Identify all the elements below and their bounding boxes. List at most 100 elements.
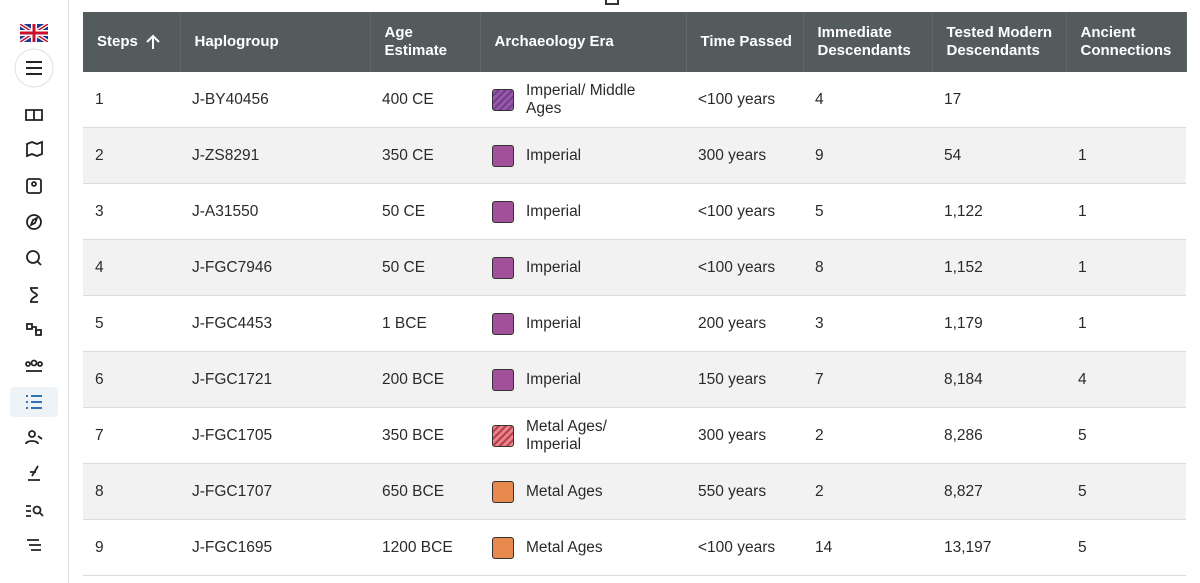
- cell-text: 1,122: [944, 202, 983, 220]
- table-cell: 8: [803, 239, 932, 296]
- table-cell: J-FGC1695: [180, 519, 370, 576]
- table-row: 6 J-FGC1721 200 BCE Imperial 150 years 7 8,184…: [83, 351, 1186, 408]
- cell-text: 7: [815, 370, 824, 388]
- cell-text: 50 CE: [382, 258, 426, 276]
- cell-text: 150 years: [698, 370, 767, 388]
- sort-arrow[interactable]: [144, 33, 162, 51]
- era-swatch: [492, 536, 514, 559]
- cell-text: 6: [95, 370, 104, 388]
- cell-text: <100 years: [698, 538, 776, 556]
- era-cell: Imperial: [492, 144, 678, 167]
- cell-text: 14: [815, 538, 833, 556]
- era-swatch: [492, 200, 514, 223]
- era-text: Imperial: [526, 146, 582, 164]
- era-swatch: [492, 256, 514, 279]
- table-cell: 3: [803, 295, 932, 352]
- cell-text: 8,286: [944, 426, 983, 444]
- table-cell: 1 BCE: [370, 295, 480, 352]
- cell-text: 4: [95, 258, 104, 276]
- cell-text: 1: [95, 90, 104, 108]
- flag-icon[interactable]: [20, 24, 48, 42]
- column-header[interactable]: Steps: [83, 12, 181, 72]
- cell-text: 8,827: [944, 482, 983, 500]
- table-cell: <100 years: [686, 183, 803, 240]
- table-cell: 400 CE: [370, 72, 480, 128]
- cell-text: 550 years: [698, 482, 767, 500]
- table-cell: 8: [83, 463, 180, 520]
- table-cell: 5: [1066, 463, 1186, 520]
- cell-text: 17: [944, 90, 962, 108]
- table-cell: 9: [83, 519, 180, 576]
- table-cell: Imperial: [480, 295, 686, 352]
- cell-text: <100 years: [698, 90, 776, 108]
- table-cell: 550 years: [686, 463, 803, 520]
- table-cell: J-FGC1721: [180, 351, 370, 408]
- cell-text: 5: [1078, 426, 1087, 444]
- column-header-text: Tested Modern Descendants: [946, 24, 1053, 59]
- cell-text: 400 CE: [382, 90, 434, 108]
- column-header-text: Archaeology Era: [494, 33, 614, 50]
- cell-text: J-FGC4453: [192, 314, 273, 332]
- cell-text: 3: [815, 314, 824, 332]
- table-cell: J-BY40456: [180, 72, 370, 128]
- era-swatch: [492, 480, 514, 503]
- table-cell: 54: [932, 127, 1066, 184]
- cell-text: 2: [815, 426, 824, 444]
- cell-text: 300 years: [698, 146, 767, 164]
- table-row: 2 J-ZS8291 350 CE Imperial 300 years 9 54 1: [83, 127, 1186, 184]
- era-text: Imperial: [526, 314, 582, 332]
- table-cell: Imperial: [480, 183, 686, 240]
- table-body: 1 J-BY40456 400 CE Imperial/ Middle Ages <10…: [83, 72, 1186, 576]
- cell-text: 9: [95, 538, 104, 556]
- table-cell: 1: [1066, 183, 1186, 240]
- cell-text: 350 BCE: [382, 426, 445, 444]
- cell-text: J-ZS8291: [192, 146, 260, 164]
- cell-text: J-FGC1705: [192, 426, 273, 444]
- table-cell: J-ZS8291: [180, 127, 370, 184]
- table-cell: 200 years: [686, 295, 803, 352]
- cell-text: <100 years: [698, 202, 776, 220]
- cell-text: 650 BCE: [382, 482, 445, 500]
- cell-text: 8: [815, 258, 824, 276]
- cell-text: J-A31550: [192, 202, 259, 220]
- cell-text: 1: [1078, 146, 1087, 164]
- era-cell: Imperial: [492, 200, 678, 223]
- table-cell: 200 BCE: [370, 351, 480, 408]
- table-cell: 17: [932, 72, 1066, 128]
- table-cell: 7: [83, 407, 180, 464]
- era-cell: Imperial/ Middle Ages: [492, 82, 678, 118]
- era-cell: Metal Ages: [492, 536, 678, 559]
- column-header: Archaeology Era: [480, 12, 687, 72]
- cell-text: 5: [815, 202, 824, 220]
- table-cell: 4: [803, 72, 932, 128]
- table-cell: 350 CE: [370, 127, 480, 184]
- era-swatch: [492, 312, 514, 335]
- cell-text: 8,184: [944, 370, 983, 388]
- column-header-text: Time Passed: [700, 33, 792, 50]
- haplogroup-table: Steps Haplogroup Age Estimate Archaeology E…: [83, 12, 1187, 576]
- era-text: Imperial: [526, 202, 582, 220]
- era-swatch: [492, 88, 514, 111]
- column-header: Tested Modern Descendants: [932, 12, 1067, 72]
- sidebar: [0, 0, 69, 583]
- column-header: Immediate Descendants: [803, 12, 933, 72]
- table-cell: 7: [803, 351, 932, 408]
- table-cell: Imperial/ Middle Ages: [480, 72, 686, 128]
- column-header: Time Passed: [686, 12, 804, 72]
- menu-button[interactable]: [14, 48, 54, 88]
- table-row: 3 J-A31550 50 CE Imperial <100 years 5 1,122 1: [83, 183, 1186, 240]
- table-cell: 1200 BCE: [370, 519, 480, 576]
- cell-text: 4: [1078, 370, 1087, 388]
- cell-text: 1,152: [944, 258, 983, 276]
- nav-icons[interactable]: [10, 100, 58, 560]
- table-row: 4 J-FGC7946 50 CE Imperial <100 years 8 1,152 1: [83, 239, 1186, 296]
- cell-text: 2: [815, 482, 824, 500]
- column-header: Haplogroup: [180, 12, 371, 72]
- cell-text: 1: [1078, 202, 1087, 220]
- table-cell: 1: [1066, 239, 1186, 296]
- era-cell: Metal Ages/ Imperial: [492, 418, 678, 454]
- cell-text: <100 years: [698, 258, 776, 276]
- cell-text: 7: [95, 426, 104, 444]
- cell-text: J-BY40456: [192, 90, 269, 108]
- table-cell: 5: [803, 183, 932, 240]
